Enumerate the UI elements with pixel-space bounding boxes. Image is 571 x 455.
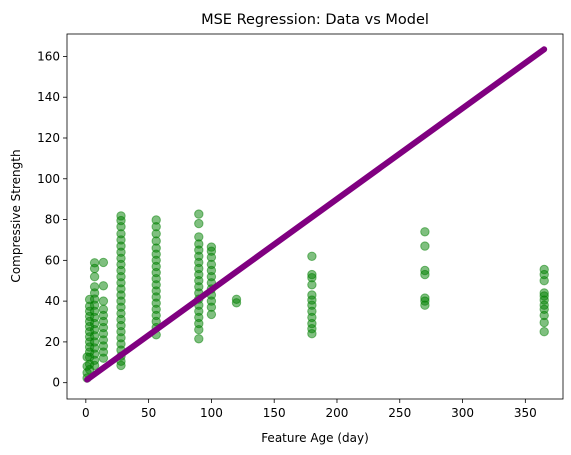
data-point	[539, 264, 549, 275]
x-axis-title: Feature Age (day)	[261, 431, 369, 445]
x-tick-label: 100	[200, 406, 223, 420]
data-point	[420, 227, 430, 237]
data-point	[194, 334, 204, 344]
data-point	[206, 242, 217, 252]
data-point	[116, 211, 126, 221]
x-tick-label: 250	[388, 406, 411, 420]
data-point	[151, 215, 161, 225]
model-line-layer	[84, 46, 548, 383]
y-tick-label: 100	[37, 172, 60, 186]
data-point	[231, 294, 242, 304]
data-point	[98, 296, 109, 306]
scatter-points	[82, 209, 549, 383]
data-point	[307, 251, 317, 261]
model-line	[84, 46, 548, 383]
y-axis-title: Compressive Strength	[9, 149, 23, 282]
x-tick-label: 200	[326, 406, 349, 420]
y-tick-label: 60	[45, 253, 60, 267]
x-tick-label: 350	[514, 406, 537, 420]
x-tick-label: 0	[82, 406, 90, 420]
y-tick-label: 0	[52, 376, 60, 390]
data-point	[98, 257, 109, 268]
data-point	[420, 241, 430, 251]
y-axis: 0 20 40 60 80 100 120 140 160	[37, 49, 67, 390]
y-tick-label: 120	[37, 131, 60, 145]
y-tick-label: 160	[37, 49, 60, 63]
y-tick-label: 40	[45, 294, 60, 308]
chart-title: MSE Regression: Data vs Model	[201, 12, 429, 28]
data-point	[98, 281, 109, 291]
data-point	[307, 269, 317, 280]
y-tick-label: 20	[45, 335, 60, 349]
y-tick-label: 140	[37, 90, 60, 104]
data-point	[420, 293, 430, 303]
data-point	[194, 232, 204, 242]
x-tick-label: 150	[263, 406, 286, 420]
data-point	[194, 209, 204, 219]
data-point	[89, 258, 100, 268]
x-axis: 0 50 100 150 200 250 300 350	[82, 399, 537, 420]
data-point	[539, 288, 549, 298]
data-point	[307, 290, 317, 300]
data-point	[420, 265, 430, 276]
data-point	[539, 327, 549, 337]
data-point	[89, 282, 100, 292]
data-point	[194, 218, 204, 229]
plot-frame	[66, 33, 564, 400]
data-point	[89, 272, 100, 282]
x-tick-label: 50	[141, 406, 156, 420]
y-tick-label: 80	[45, 213, 60, 227]
x-tick-label: 300	[451, 406, 474, 420]
data-point	[98, 304, 109, 314]
